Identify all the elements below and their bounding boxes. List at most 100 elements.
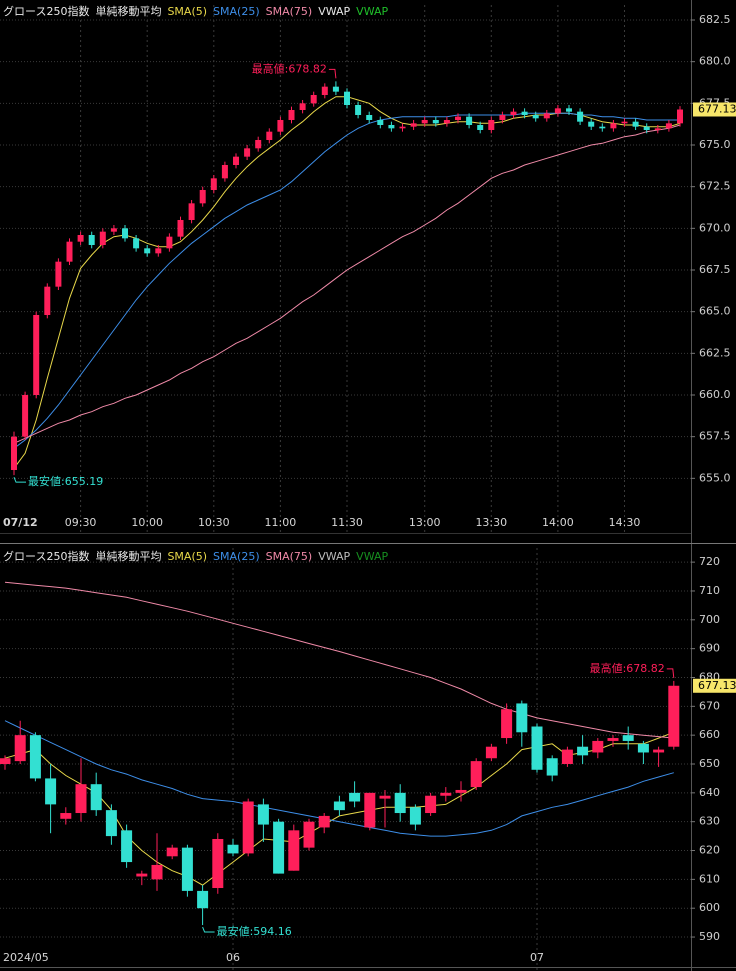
last-price-box [693, 102, 736, 117]
y-tick-label: 662.5 [699, 346, 731, 359]
y-tick-label: 680.0 [699, 55, 731, 68]
candle-body [75, 784, 87, 814]
candle-body [60, 813, 72, 819]
candle-body [88, 235, 95, 245]
y-tick-label: 670 [699, 699, 720, 712]
candle-body [299, 103, 306, 110]
candle-body [14, 735, 26, 762]
high-annotation: 最高値:678.82 [590, 661, 665, 675]
x-tick-label: 13:30 [475, 516, 507, 529]
candle-body [521, 111, 528, 115]
high-annotation: 最高値:678.82 [252, 61, 327, 75]
candle-body [366, 115, 373, 120]
candle-body [318, 815, 330, 828]
candle-body [399, 126, 406, 129]
candle-body [55, 261, 62, 287]
x-tick-label: 10:30 [198, 516, 230, 529]
candle-body [409, 807, 421, 825]
candle-body [177, 220, 184, 237]
candle-body [22, 395, 29, 437]
candle-body [333, 801, 345, 811]
x-tick-label: 11:00 [265, 516, 297, 529]
candle-body [181, 847, 193, 891]
candle-body [221, 165, 228, 179]
candle-body [455, 116, 461, 120]
legend-entry: SMA(75) [266, 550, 313, 563]
candle-body [257, 804, 269, 825]
candle-body [653, 749, 665, 753]
candle-body [668, 685, 680, 747]
candle-body [577, 111, 584, 122]
legend-entry: SMA(5) [167, 5, 207, 18]
x-tick-label: 11:30 [331, 516, 363, 529]
candle-body [388, 125, 395, 129]
legend-entry: SMA(75) [266, 5, 313, 18]
low-annotation: 最安値:594.16 [217, 925, 292, 938]
candle-body [45, 778, 57, 805]
candle-body [470, 761, 482, 788]
y-tick-label: 667.5 [699, 263, 731, 276]
x-tick-label: 09:30 [65, 516, 97, 529]
candle-body [410, 123, 417, 127]
candle-body [488, 120, 495, 130]
candle-body [166, 236, 173, 249]
x-tick-label: 07 [530, 951, 544, 964]
candle-body [77, 235, 84, 242]
candle-body [344, 91, 350, 105]
candle-body [425, 795, 437, 814]
candle-body [632, 121, 639, 127]
candle-body [277, 120, 284, 132]
candle-body [44, 286, 51, 315]
last-price-label: 677.13 [698, 103, 736, 116]
candle-body [643, 126, 650, 130]
candle-body [110, 228, 117, 232]
candle-body [379, 795, 391, 799]
candle-body [136, 873, 148, 877]
x-tick-label: 06 [226, 951, 240, 964]
candle-body [501, 709, 513, 739]
candle-body [554, 108, 561, 114]
candle-body [99, 231, 106, 245]
x-tick-label: 10:00 [131, 516, 163, 529]
y-tick-label: 720 [699, 555, 720, 568]
legend-entry: グロース250指数 [3, 549, 89, 563]
last-price-box [693, 678, 736, 693]
candle-body [244, 148, 251, 157]
legend-entry: VWAP [318, 550, 350, 563]
y-tick-label: 655.0 [699, 471, 731, 484]
low-annotation: 最安値:655.19 [28, 475, 103, 488]
candle-body [677, 109, 683, 124]
candle-body [665, 123, 672, 129]
candle-body [485, 746, 497, 759]
candle-body [288, 830, 300, 871]
candle-body [227, 844, 239, 854]
candle-body [255, 140, 262, 149]
candle-body [499, 115, 506, 120]
candle-body [432, 120, 439, 124]
x-tick-label: 2024/05 [3, 951, 49, 964]
y-tick-label: 600 [699, 901, 720, 914]
candle-body [394, 792, 406, 814]
last-price-label: 677.13 [698, 679, 736, 692]
candle-body [421, 120, 428, 124]
y-tick-label: 690 [699, 642, 720, 655]
candle-body [321, 86, 328, 95]
candle-body [266, 131, 273, 140]
sma-line [4, 720, 674, 837]
candle-body [29, 735, 41, 779]
candle-body [310, 95, 317, 104]
candle-body [622, 735, 634, 741]
candle-body [531, 726, 543, 770]
legend-entry: 単純移動平均 [95, 4, 161, 18]
candle-body [516, 703, 528, 733]
candle-body [440, 792, 452, 796]
y-tick-label: 660.0 [699, 388, 731, 401]
candle-body [33, 315, 40, 395]
x-tick-label: 13:00 [409, 516, 441, 529]
y-tick-label: 670.0 [699, 221, 731, 234]
candle-body [607, 738, 619, 741]
candle-body [510, 111, 517, 115]
y-tick-label: 660 [699, 728, 720, 741]
candle-body [543, 113, 550, 119]
